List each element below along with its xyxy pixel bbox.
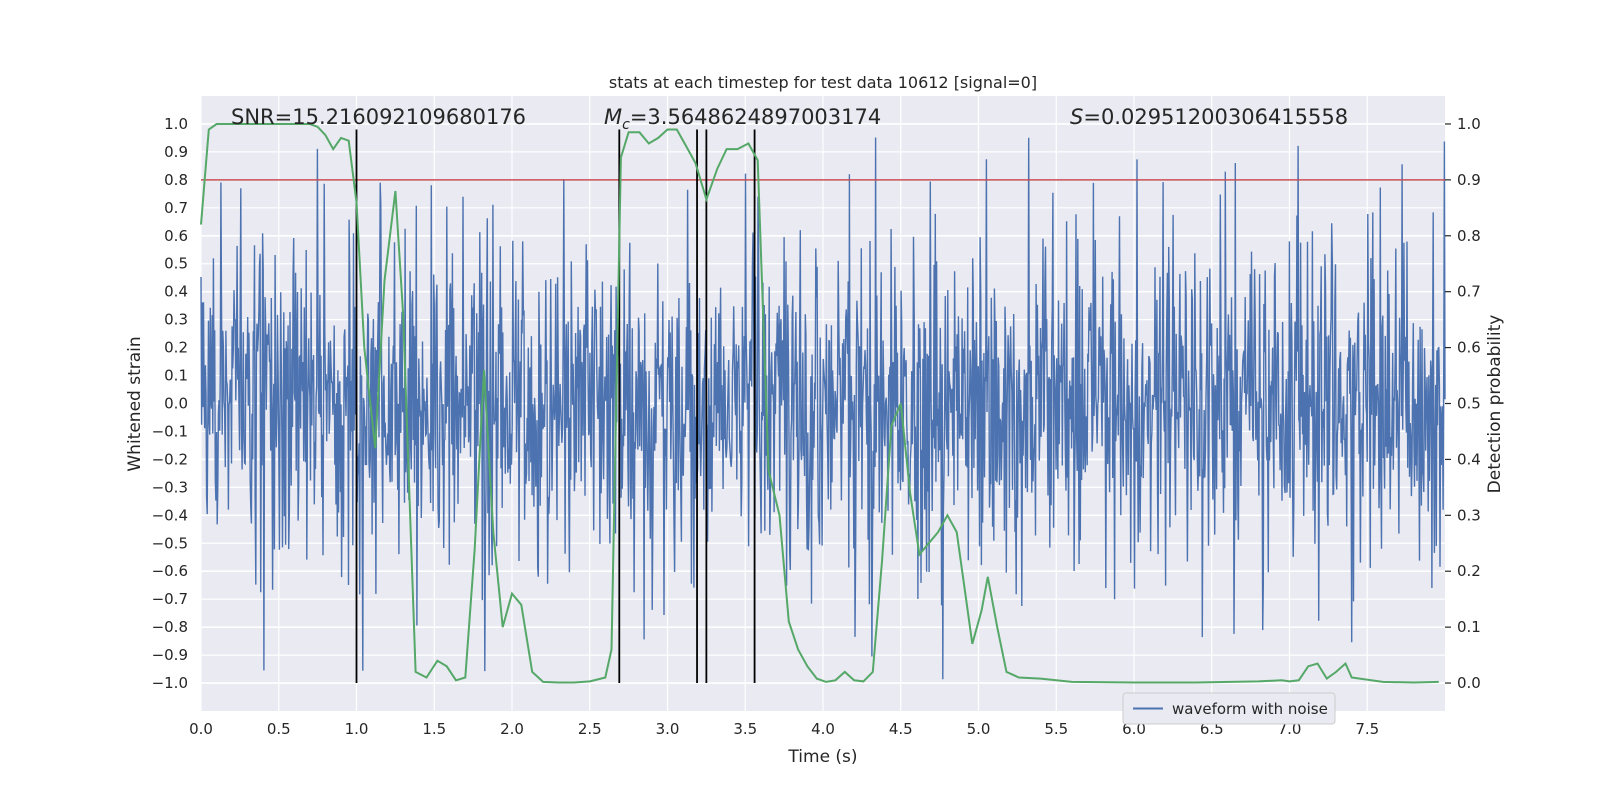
y2-tick-label: 0.7: [1457, 283, 1481, 301]
s-symbol: S: [1070, 105, 1083, 129]
probability-line: [200, 123, 1439, 684]
y-tick-label: 0.8: [164, 171, 188, 189]
y-tick-label: −0.8: [152, 618, 188, 636]
y-tick-label: −0.6: [152, 562, 188, 580]
y-tick-label: −0.3: [152, 478, 188, 496]
x-tick-label: 3.5: [733, 720, 757, 738]
y-tick-label: 0.0: [164, 395, 188, 413]
legend-label: waveform with noise: [1172, 700, 1328, 718]
x-tick-label: 1.5: [422, 720, 446, 738]
y-tick-label: 1.0: [164, 115, 188, 133]
y-axis-label: Whitened strain: [125, 336, 145, 471]
x-tick-label: 5.5: [1044, 720, 1068, 738]
y2-tick-label: 0.8: [1457, 227, 1481, 245]
y-tick-label: 0.7: [164, 199, 188, 217]
y-tick-label: −0.2: [152, 450, 188, 468]
y2-tick-label: 0.6: [1457, 339, 1481, 357]
y-tick-label: 0.3: [164, 311, 188, 329]
waveform-series: [200, 137, 1446, 680]
y-tick-label: 0.1: [164, 367, 188, 385]
x-tick-label: 0.0: [189, 720, 213, 738]
y2-tick-label: 1.0: [1457, 115, 1481, 133]
y2-tick-label: 0.5: [1457, 395, 1481, 413]
y-tick-label: −0.9: [152, 646, 188, 664]
y-tick-label: 0.2: [164, 339, 188, 357]
x-tick-label: 2.0: [500, 720, 524, 738]
y2-tick-label: 0.2: [1457, 562, 1481, 580]
x-axis-ticks: 0.0 0.5 1.0 1.5 2.0 2.5 3.0 3.5 4.0 4.5 5.0 5.5 6.0 6…: [189, 720, 1379, 738]
y-tick-label: 0.6: [164, 227, 188, 245]
x-tick-label: 4.5: [889, 720, 913, 738]
y2-tick-label: 0.0: [1457, 674, 1481, 692]
y2-axis-label: Detection probability: [1485, 315, 1505, 494]
y-tick-label: −0.7: [152, 590, 188, 608]
legend-box: [1122, 692, 1336, 725]
y-tick-label: 0.5: [164, 255, 188, 273]
y-tick-label: 0.9: [164, 143, 188, 161]
x-tick-label: 1.0: [345, 720, 369, 738]
probability-series: [200, 123, 1439, 684]
s-value: =0.02951200306415558: [1083, 105, 1348, 129]
chart-title: stats at each timestep for test data 106…: [609, 73, 1037, 92]
chirp-mass-subscript: c: [622, 117, 630, 133]
y-tick-label: 0.4: [164, 283, 188, 301]
y-axis-ticks: 1.0 0.9 0.8 0.7 0.6 0.5 0.4 0.3 0.2 0.1 0.0 −0.1 −0.…: [152, 115, 188, 692]
y2-tick-label: 0.9: [1457, 171, 1481, 189]
waveform-line: [200, 137, 1446, 680]
x-tick-label: 3.0: [656, 720, 680, 738]
s-annotation: S=0.02951200306415558: [1070, 105, 1348, 129]
y-tick-label: −0.5: [152, 534, 188, 552]
x-axis-label: Time (s): [787, 747, 857, 767]
y-tick-label: −0.4: [152, 506, 188, 524]
chirp-mass-value: =3.5648624897003174: [630, 105, 881, 129]
x-tick-label: 5.0: [967, 720, 991, 738]
x-tick-label: 7.5: [1355, 720, 1379, 738]
vertical-marker-lines: [355, 129, 756, 684]
y-tick-label: −0.1: [152, 422, 188, 440]
chirp-mass-symbol: M: [604, 105, 622, 129]
y2-axis-ticks: 1.0 0.9 0.8 0.7 0.6 0.5 0.4 0.3 0.2 0.1 0.0: [1445, 115, 1481, 692]
y2-tick-label: 0.1: [1457, 618, 1481, 636]
y2-tick-label: 0.4: [1457, 450, 1481, 468]
chirp-mass-annotation: Mc=3.5648624897003174: [604, 105, 881, 133]
x-tick-label: 4.0: [811, 720, 835, 738]
y2-tick-label: 0.3: [1457, 506, 1481, 524]
x-tick-label: 2.5: [578, 720, 602, 738]
legend: waveform with noise: [1122, 692, 1336, 725]
x-tick-label: 0.5: [267, 720, 291, 738]
snr-annotation: SNR=15.216092109680176: [231, 105, 526, 129]
y-tick-label: −1.0: [152, 674, 188, 692]
